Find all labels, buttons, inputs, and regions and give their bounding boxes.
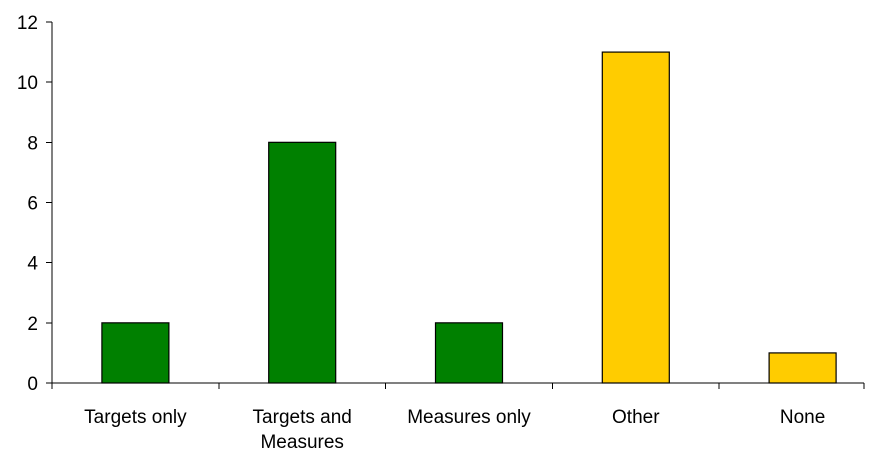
- bar: [434, 322, 504, 384]
- y-tick-label: 10: [17, 73, 38, 94]
- x-category-label: Targets and: [253, 407, 352, 428]
- bar: [768, 352, 837, 384]
- y-tick-label: 6: [27, 194, 38, 215]
- x-category-label: Measures: [260, 432, 343, 453]
- y-tick-label: 0: [27, 374, 38, 395]
- bar: [601, 51, 670, 384]
- x-category-label: Targets only: [84, 407, 187, 428]
- y-tick-label: 4: [27, 254, 38, 275]
- y-tick-label: 12: [17, 13, 38, 34]
- y-tick-label: 2: [27, 314, 38, 335]
- x-category-label: Measures only: [407, 407, 531, 428]
- bar: [101, 322, 170, 384]
- y-tick-label: 8: [27, 133, 38, 154]
- x-category-label: None: [780, 407, 825, 428]
- x-category-label: Other: [612, 407, 660, 428]
- bar: [268, 141, 337, 384]
